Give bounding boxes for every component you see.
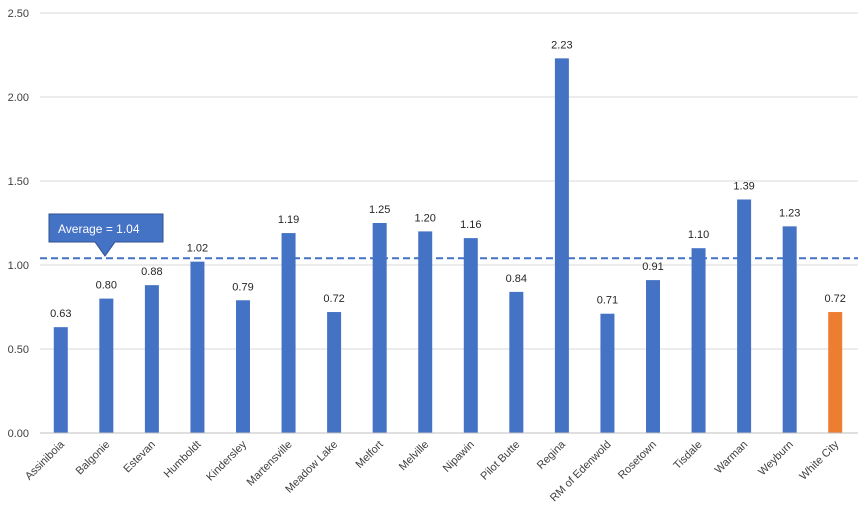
bar	[418, 231, 433, 433]
data-label: 0.63	[50, 308, 71, 320]
x-tick-label: Kindersley	[204, 438, 249, 483]
y-tick-label: 2.00	[8, 92, 29, 104]
bar	[190, 261, 205, 433]
data-label: 0.88	[141, 266, 162, 278]
data-label: 1.10	[688, 229, 709, 241]
y-tick-label: 0.00	[8, 428, 29, 440]
x-axis: Assiniboia Balgonie Estevan Humboldt Kinders…	[23, 432, 858, 504]
data-label: 0.84	[506, 273, 527, 285]
x-tick-label: Martensville	[245, 439, 295, 489]
data-label: 0.72	[825, 293, 846, 305]
bar	[691, 248, 706, 433]
x-tick-label: Tisdale	[671, 439, 704, 472]
data-label: 0.80	[96, 280, 117, 292]
bar	[463, 238, 478, 433]
data-label: 1.16	[460, 219, 481, 231]
average-line-group: Average = 1.04	[40, 213, 858, 260]
x-tick-label: Estevan	[121, 439, 158, 476]
y-axis: 0.00 0.50 1.00 1.50 2.00 2.50	[8, 8, 29, 440]
data-label: 1.02	[187, 243, 208, 255]
x-tick-label: Weyburn	[756, 439, 795, 478]
data-label: 0.72	[323, 293, 344, 305]
bar	[327, 312, 342, 433]
bar	[281, 233, 296, 433]
bar	[509, 291, 524, 433]
average-callout-label: Average = 1.04	[58, 222, 140, 236]
bar	[782, 226, 797, 433]
data-label: 2.23	[551, 39, 572, 51]
bar	[99, 298, 114, 433]
bar	[144, 285, 159, 433]
bars	[53, 58, 843, 434]
average-callout	[48, 213, 164, 257]
x-tick-label: Humboldt	[162, 439, 204, 481]
x-tick-label: White City	[797, 438, 841, 482]
y-tick-label: 1.50	[8, 176, 29, 188]
x-tick-label: Nipawin	[441, 439, 477, 475]
x-tick-label: Warman	[713, 439, 751, 477]
x-tick-label: Regina	[535, 438, 569, 472]
data-label: 1.25	[369, 204, 390, 216]
data-label: 0.79	[232, 281, 253, 293]
x-tick-label: Balgonie	[74, 439, 113, 478]
data-label: 0.71	[597, 295, 618, 307]
data-label: 1.23	[779, 207, 800, 219]
y-tick-label: 0.50	[8, 344, 29, 356]
x-tick-label: Rosetown	[616, 439, 659, 482]
x-tick-label: Assiniboia	[23, 438, 68, 483]
data-label: 1.19	[278, 214, 299, 226]
bar	[372, 223, 387, 433]
bar	[737, 199, 752, 433]
bar	[53, 327, 68, 433]
data-label: 0.91	[642, 261, 663, 273]
y-tick-label: 2.50	[8, 8, 29, 20]
y-tick-label: 1.00	[8, 260, 29, 272]
x-tick-label: Pilot Butte	[479, 439, 523, 483]
bar	[236, 300, 250, 433]
x-tick-label: Melfort	[354, 439, 386, 471]
bar	[646, 280, 660, 433]
data-label: 1.39	[733, 180, 754, 192]
bar	[600, 313, 615, 433]
bar	[554, 58, 569, 434]
data-labels: 0.63 0.80 0.88 1.02 0.79 1.19 0.72 1.25 1.20 1.16…	[50, 39, 846, 320]
x-tick-label: Melville	[397, 439, 431, 473]
bar	[828, 312, 843, 433]
data-label: 1.20	[415, 212, 436, 224]
